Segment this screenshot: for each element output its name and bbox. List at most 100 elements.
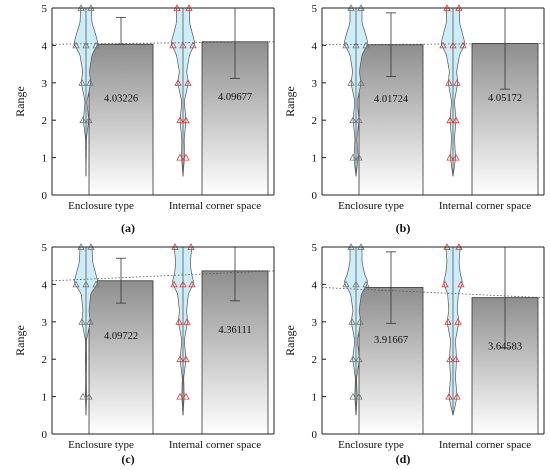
data-label-1: 4.09722 [104, 331, 138, 342]
data-point-marker [176, 355, 184, 363]
data-point-marker [189, 41, 197, 49]
data-point-marker [182, 355, 190, 363]
data-point-marker [445, 392, 453, 400]
data-point-marker [78, 317, 86, 325]
y-tick-label: 0 [312, 429, 318, 441]
data-point-marker [86, 78, 94, 86]
data-point-marker [175, 317, 183, 325]
y-tick-label: 0 [312, 190, 318, 202]
x-tick-label: Enclosure type [68, 439, 134, 451]
data-point-marker [362, 41, 370, 49]
data-point-marker [78, 78, 86, 86]
data-point-marker [72, 280, 80, 288]
data-point-marker [82, 41, 90, 49]
y-tick-label: 1 [42, 153, 48, 165]
y-tick-label: 5 [42, 3, 48, 15]
y-tick-label: 5 [312, 3, 318, 15]
data-point-marker [355, 392, 363, 400]
data-point-marker [439, 41, 447, 49]
y-axis-label: Range [13, 325, 27, 356]
chart-panel-2: 4.01724 4.05172 0 1 2 3 4 5 Enclosure type Intern… [283, 3, 545, 235]
data-point-marker [79, 116, 87, 124]
y-tick-label: 0 [42, 190, 48, 202]
data-point-marker [441, 280, 449, 288]
y-tick-label: 1 [42, 392, 48, 404]
data-point-marker [92, 280, 100, 288]
x-tick-label: Internal corner space [169, 200, 261, 212]
y-tick-label: 4 [42, 279, 48, 291]
data-point-marker [85, 116, 93, 124]
data-point-marker [355, 355, 363, 363]
data-point-marker [92, 41, 100, 49]
y-tick-label: 2 [312, 354, 318, 366]
data-point-marker [188, 280, 196, 288]
y-tick-label: 2 [312, 115, 318, 127]
data-point-marker [362, 280, 370, 288]
data-point-marker [356, 317, 364, 325]
y-tick-label: 5 [312, 242, 318, 254]
data-point-marker [452, 355, 460, 363]
y-axis-label: Range [13, 86, 27, 117]
y-tick-label: 1 [312, 392, 318, 404]
data-label-2: 3.64583 [488, 341, 522, 352]
data-point-marker [179, 41, 187, 49]
data-point-marker [342, 280, 350, 288]
chart-panel-1: 4.03226 4.09677 0 1 2 3 4 5 Enclosure type Intern… [13, 3, 275, 235]
data-point-marker [176, 153, 184, 161]
data-point-marker [446, 153, 454, 161]
y-axis-label: Range [283, 325, 297, 356]
data-point-marker [357, 78, 365, 86]
y-tick-label: 2 [42, 115, 48, 127]
data-point-marker [452, 153, 460, 161]
data-point-marker [355, 153, 363, 161]
y-tick-label: 3 [312, 317, 318, 329]
y-tick-label: 3 [42, 78, 48, 90]
x-tick-label: Internal corner space [439, 439, 531, 451]
data-point-marker [176, 392, 184, 400]
x-tick-label: Internal corner space [169, 439, 261, 451]
panel-label: (b) [396, 221, 411, 235]
data-point-marker [174, 78, 182, 86]
x-tick-label: Enclosure type [338, 200, 404, 212]
bar-1 [88, 280, 154, 435]
y-tick-label: 0 [42, 429, 48, 441]
data-point-marker [349, 153, 357, 161]
data-point-marker [352, 41, 360, 49]
y-tick-label: 2 [42, 354, 48, 366]
data-point-marker [445, 78, 453, 86]
data-point-marker [72, 41, 80, 49]
data-point-marker [86, 317, 94, 325]
data-point-marker [82, 280, 90, 288]
data-point-marker [352, 280, 360, 288]
chart-panel-3: 4.09722 4.36111 0 1 2 3 4 5 Enclosure type Intern… [13, 242, 275, 466]
data-label-1: 4.03226 [104, 93, 138, 104]
data-point-marker [453, 392, 461, 400]
data-point-marker [169, 41, 177, 49]
bar-1 [88, 43, 154, 196]
x-tick-label: Internal corner space [439, 200, 531, 212]
data-point-marker [444, 317, 452, 325]
chart-panel-4: 3.91667 3.64583 0 1 2 3 4 5 Enclosure type Intern… [283, 242, 545, 466]
data-point-marker [184, 78, 192, 86]
data-point-marker [349, 116, 357, 124]
y-tick-label: 4 [42, 40, 48, 52]
data-label-2: 4.05172 [488, 93, 522, 104]
data-point-marker [349, 392, 357, 400]
y-tick-label: 4 [312, 40, 318, 52]
panel-label: (a) [121, 221, 135, 235]
data-point-marker [446, 116, 454, 124]
panel-label: (c) [121, 452, 134, 466]
data-point-marker [176, 116, 184, 124]
data-point-marker [457, 280, 465, 288]
data-point-marker [449, 41, 457, 49]
data-point-marker [182, 116, 190, 124]
data-point-marker [183, 317, 191, 325]
data-point-marker [179, 280, 187, 288]
data-point-marker [347, 78, 355, 86]
data-label-2: 4.09677 [218, 92, 252, 103]
data-label-1: 4.01724 [374, 94, 409, 105]
data-point-marker [453, 78, 461, 86]
panel-label: (d) [396, 452, 411, 466]
data-label-1: 3.91667 [374, 335, 408, 346]
x-tick-label: Enclosure type [338, 439, 404, 451]
